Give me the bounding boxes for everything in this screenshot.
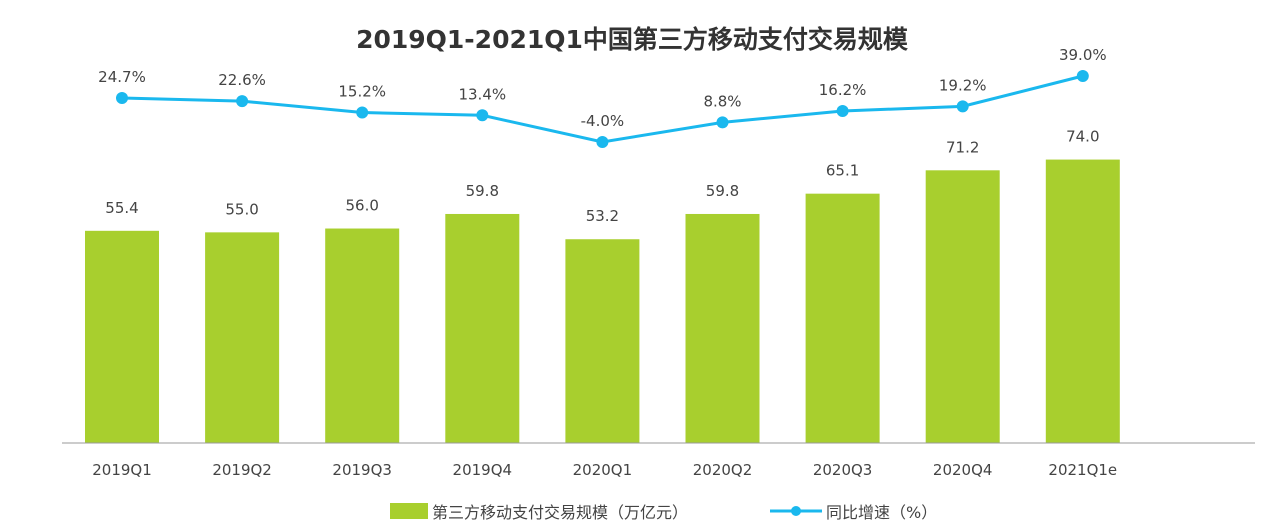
- growth-point: [116, 91, 128, 104]
- growth-point: [716, 116, 729, 129]
- growth-value-label: 19.2%: [939, 76, 987, 94]
- legend-line-label: 同比增速（%）: [826, 503, 937, 522]
- growth-point: [836, 104, 849, 117]
- growth-point: [596, 136, 609, 148]
- bar: [85, 230, 159, 443]
- x-tick-label: 2019Q1: [92, 461, 152, 479]
- bar: [1045, 159, 1120, 443]
- x-tick-label: 2019Q4: [453, 461, 513, 479]
- x-tick-label: 2020Q4: [933, 461, 993, 479]
- x-tick-label: 2020Q2: [693, 461, 753, 479]
- bar-value-label: 74.0: [1066, 128, 1099, 146]
- bar: [925, 170, 1000, 443]
- legend: 第三方移动支付交易规模（万亿元） 同比增速（%）: [390, 503, 937, 522]
- legend-bar-swatch: [390, 503, 428, 519]
- growth-value-label: 8.8%: [703, 92, 741, 110]
- growth-value-label: -4.0%: [581, 112, 625, 130]
- bar-value-label: 56.0: [345, 197, 378, 215]
- growth-point: [236, 95, 249, 108]
- bar-value-label: 59.8: [466, 182, 499, 200]
- growth-value-label: 24.7%: [98, 68, 146, 86]
- growth-value-label: 16.2%: [819, 81, 867, 99]
- bar-value-label: 71.2: [946, 138, 979, 156]
- chart-title: 2019Q1-2021Q1中国第三方移动支付交易规模: [356, 25, 909, 54]
- bar: [685, 213, 760, 443]
- bar-value-label: 59.8: [706, 182, 739, 200]
- growth-value-label: 15.2%: [338, 83, 386, 101]
- growth-point: [956, 100, 969, 113]
- legend-line-marker: [791, 506, 801, 516]
- bar: [805, 193, 880, 443]
- bar: [445, 213, 520, 443]
- growth-point: [356, 106, 369, 119]
- growth-point: [476, 109, 489, 122]
- growth-value-label: 22.6%: [218, 71, 266, 89]
- bar-value-label: 55.4: [105, 199, 138, 217]
- bar-value-label: 65.1: [826, 162, 859, 180]
- growth-value-label: 13.4%: [458, 85, 506, 103]
- x-tick-label: 2021Q1e: [1048, 461, 1117, 479]
- x-tick-label: 2019Q2: [212, 461, 272, 479]
- growth-value-label: 39.0%: [1059, 46, 1107, 64]
- x-tick-label: 2019Q3: [332, 461, 392, 479]
- bar: [565, 239, 640, 443]
- bar-value-label: 53.2: [586, 207, 619, 225]
- bar-value-label: 55.0: [225, 200, 258, 218]
- bar: [205, 232, 280, 443]
- x-tick-label: 2020Q3: [813, 461, 873, 479]
- x-tick-label: 2020Q1: [573, 461, 633, 479]
- bar: [325, 228, 400, 443]
- legend-bar-label: 第三方移动支付交易规模（万亿元）: [432, 503, 688, 522]
- growth-point: [1076, 69, 1089, 82]
